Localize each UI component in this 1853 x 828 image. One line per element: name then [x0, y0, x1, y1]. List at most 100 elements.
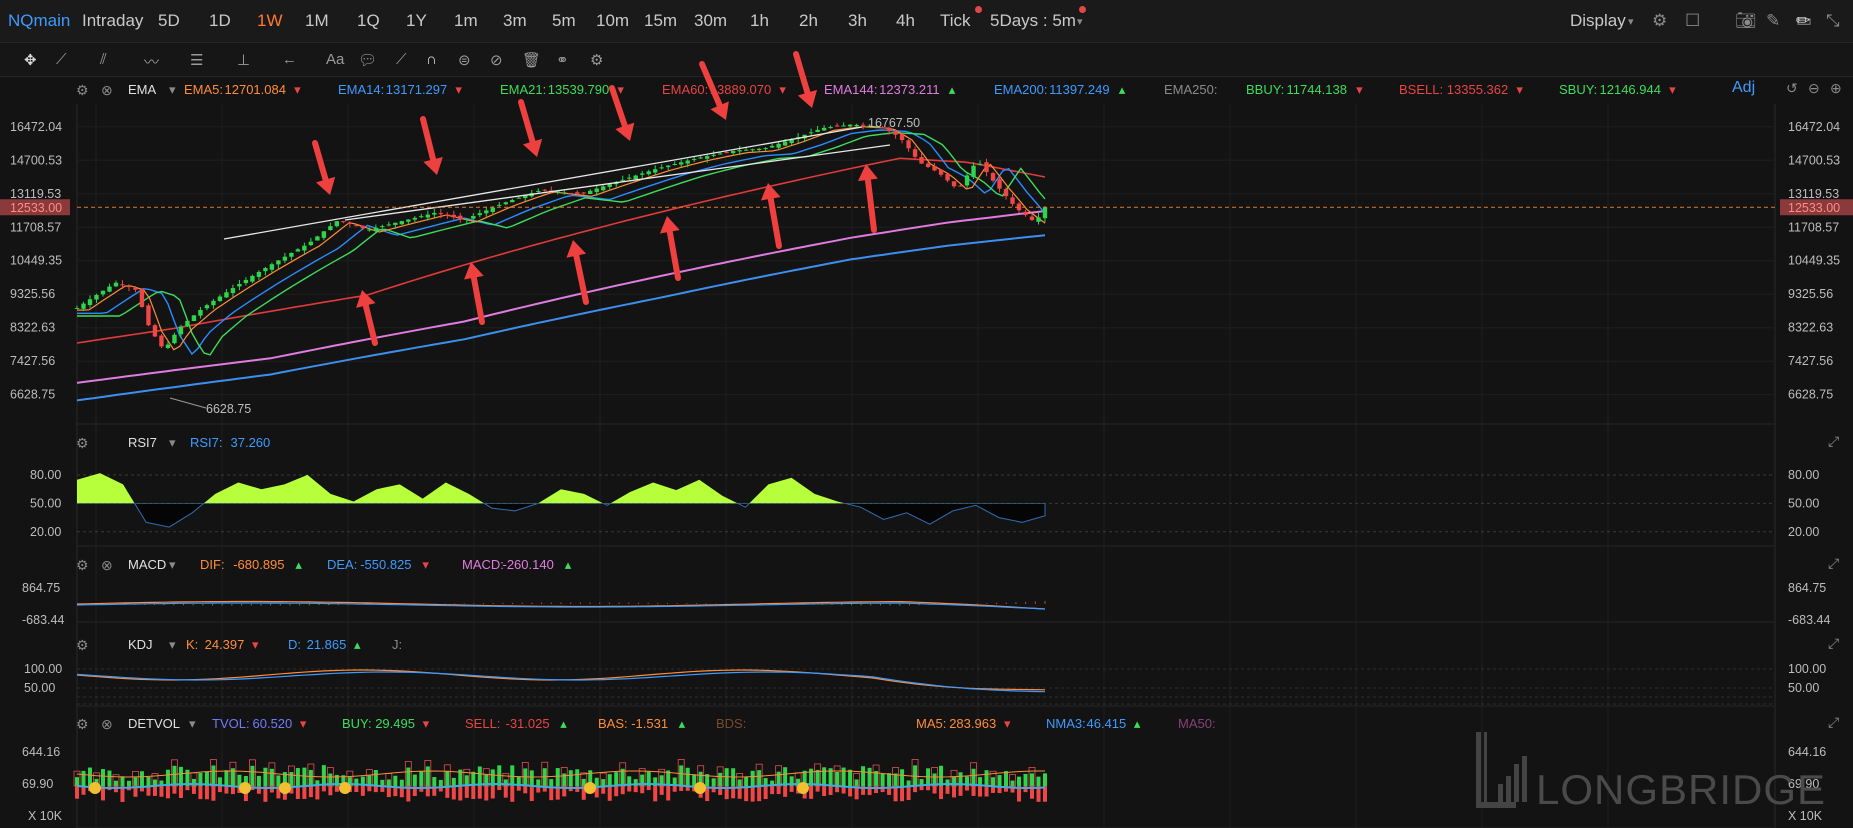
ema200-line — [76, 234, 1046, 402]
indicator-settings-icon[interactable]: ⚙ — [76, 435, 89, 451]
indicator-label: EMA60: — [662, 82, 709, 97]
vol-sell-bar — [380, 786, 385, 792]
zoom-out-icon[interactable]: ⊖ — [1808, 80, 1820, 96]
vol-sell-bar — [633, 786, 638, 793]
vol-buy-bar — [276, 775, 281, 786]
indicator-settings-icon[interactable]: ⚙ — [76, 82, 89, 98]
layout-icon[interactable]: ☐ — [1685, 11, 1701, 30]
tool-settings-icon[interactable]: ⚙ — [590, 52, 604, 69]
chevron-down-icon[interactable]: ▾ — [1077, 16, 1083, 28]
timeframe-1d[interactable]: 1D — [209, 11, 231, 30]
indicator-value: 12146.944 — [1599, 82, 1661, 97]
undo-icon[interactable]: ↺ — [1786, 80, 1798, 96]
wave-tool-icon[interactable]: 〰 — [144, 54, 160, 71]
detvol-expand-icon[interactable]: ⤢ — [1828, 714, 1840, 730]
symbol-label[interactable]: NQmain — [8, 11, 71, 30]
drawing-toolbar: ✥ ⟋ ⫽ 〰 ☰ ⊥ ← Aa 💬︎ ⟋ ∩ ⊜ ⊘ 🗑︎ ⚭ ⚙ — [0, 43, 1853, 77]
link-icon[interactable]: ⚭ — [556, 52, 569, 69]
hide-icon[interactable]: ⊘ — [490, 52, 503, 69]
annotation-arrow-shaft — [362, 302, 378, 346]
annotation-arrow-head — [566, 240, 587, 258]
dock-icon[interactable]: ▭ — [1796, 11, 1813, 30]
timeframe-10m[interactable]: 10m — [596, 11, 630, 30]
timeframe-1m[interactable]: 1m — [454, 11, 478, 30]
vol-sell-bar — [386, 786, 391, 798]
timeframe-1h[interactable]: 1h — [750, 11, 769, 30]
vol-buy-bar — [750, 770, 755, 786]
indicator-settings-icon[interactable]: ⚙ — [76, 637, 89, 653]
timeframe-30m[interactable]: 30m — [694, 11, 728, 30]
adjust-button[interactable]: Adj — [1732, 79, 1756, 96]
indicator-close-icon[interactable]: ⊗ — [101, 716, 113, 732]
indicator-chevron-icon[interactable]: ▾ — [169, 637, 176, 652]
indicator-close-icon[interactable]: ⊗ — [101, 82, 113, 98]
move-icon[interactable]: ✥ — [24, 52, 37, 69]
rsi-tick-left: 80.00 — [30, 468, 61, 482]
vol-sell-bar — [932, 786, 937, 794]
vol-buy-bar — [919, 779, 924, 786]
candle-body — [438, 213, 444, 215]
kdj-expand-icon[interactable]: ⤢ — [1828, 635, 1840, 651]
indicator-settings-icon[interactable]: ⚙ — [76, 557, 89, 573]
vol-outline — [970, 762, 977, 787]
candle-body — [113, 282, 119, 287]
candle-body — [977, 163, 983, 165]
vol-buy-bar — [217, 777, 222, 786]
timeframe-5days-5m[interactable]: 5Days : 5m — [990, 11, 1076, 30]
indicator-chevron-icon[interactable]: ▾ — [189, 716, 196, 731]
display-chevron-icon[interactable]: ▾ — [1628, 16, 1634, 28]
trash-icon[interactable]: 🗑︎ — [522, 52, 542, 69]
candle-body — [756, 148, 762, 150]
settings-icon[interactable]: ⚙ — [1652, 11, 1668, 30]
rsi-expand-icon[interactable]: ⤢ — [1828, 433, 1840, 449]
eraser-icon[interactable]: ⟋ — [396, 51, 407, 68]
indicator-chevron-icon[interactable]: ▾ — [169, 82, 176, 97]
pencil-icon[interactable]: ✏︎ — [1796, 11, 1811, 30]
display-button[interactable]: Display — [1570, 11, 1626, 30]
timeframe-15m[interactable]: 15m — [644, 11, 678, 30]
lock-icon[interactable]: ⊜ — [458, 52, 471, 69]
comment-tool-icon[interactable]: 💬︎ — [358, 52, 378, 69]
vol-sell-bar — [315, 786, 320, 800]
vol-outline — [580, 772, 588, 787]
timeframe-tick[interactable]: Tick — [940, 11, 971, 30]
timeframe-intraday[interactable]: Intraday — [82, 11, 144, 30]
fullscreen-icon[interactable]: ⤡ — [1826, 11, 1840, 30]
ema14-line — [77, 129, 1046, 356]
text-tool-icon[interactable]: Aa — [326, 51, 345, 68]
kdj-tick-right: 100.00 — [1788, 662, 1826, 676]
channel-tool-icon[interactable]: ⫽ — [100, 51, 107, 68]
price-tick-left: 9325.56 — [10, 287, 55, 301]
timeframe-4h[interactable]: 4h — [896, 11, 915, 30]
candle-body — [191, 315, 197, 322]
timeframe-1q[interactable]: 1Q — [357, 11, 380, 30]
timeframe-5m[interactable]: 5m — [552, 11, 576, 30]
timeframe-1y[interactable]: 1Y — [406, 11, 427, 30]
vol-sell-bar — [763, 786, 768, 800]
indicator-close-icon[interactable]: ⊗ — [101, 557, 113, 573]
arrow-tool-icon[interactable]: ← — [282, 51, 297, 68]
line-tool-icon[interactable]: ⟋ — [56, 51, 67, 68]
fib-tool-icon[interactable]: ☰ — [190, 52, 204, 69]
magnet-icon[interactable]: ∩ — [426, 51, 437, 68]
vol-sell-bar — [399, 786, 404, 798]
annotation-arrow-head — [423, 157, 443, 175]
indicator-chevron-icon[interactable]: ▾ — [169, 557, 176, 572]
timeframe-3m[interactable]: 3m — [503, 11, 527, 30]
timeframe-5d[interactable]: 5D — [158, 11, 180, 30]
indicator-chevron-icon[interactable]: ▾ — [169, 435, 176, 450]
vol-sell-bar — [874, 786, 879, 794]
timeframe-2h[interactable]: 2h — [799, 11, 818, 30]
timeframe-1m[interactable]: 1M — [305, 11, 329, 30]
camera-icon[interactable]: 📷︎ — [1735, 11, 1757, 30]
candle-body — [237, 283, 242, 287]
macd-expand-icon[interactable]: ⤢ — [1828, 555, 1840, 571]
timeframe-1w[interactable]: 1W — [257, 11, 283, 30]
edit-image-icon[interactable]: ✎ — [1766, 11, 1781, 30]
timeframe-3h[interactable]: 3h — [848, 11, 867, 30]
indicator-settings-icon[interactable]: ⚙ — [76, 716, 89, 732]
measure-tool-icon[interactable]: ⊥ — [237, 52, 251, 69]
indicator-label: SBUY: — [1559, 82, 1598, 97]
zoom-in-icon[interactable]: ⊕ — [1830, 80, 1842, 96]
